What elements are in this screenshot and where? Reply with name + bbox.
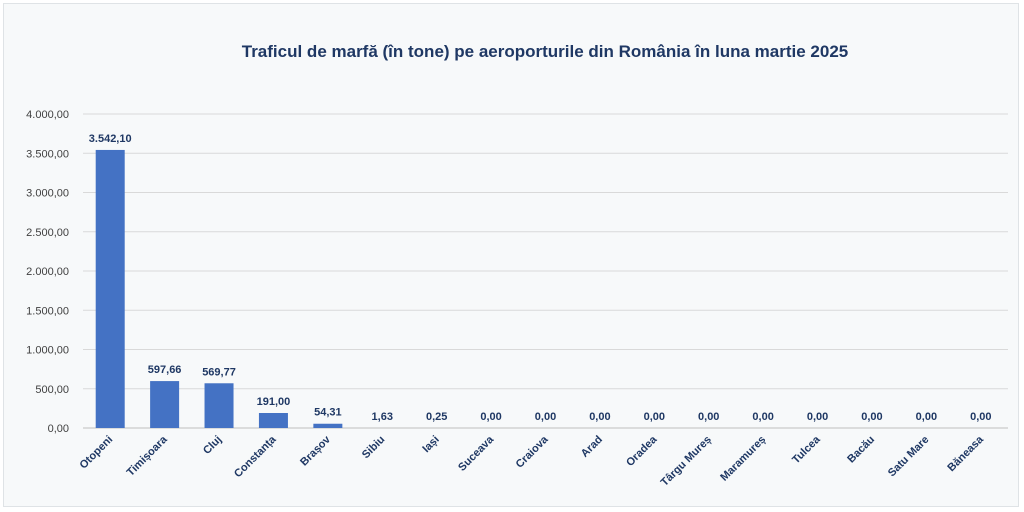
x-tick-label: Băneasa bbox=[945, 433, 986, 474]
bar bbox=[204, 383, 234, 428]
y-tick-label: 1.500,00 bbox=[26, 305, 69, 317]
x-tick-label: Oradea bbox=[624, 433, 660, 469]
bar bbox=[258, 413, 288, 428]
y-tick-label: 3.500,00 bbox=[26, 148, 69, 160]
data-labels: 3.542,10 597,66 569,77 191,00 54,31 1,63 0,25 0… bbox=[89, 133, 992, 423]
data-label: 0,00 bbox=[807, 411, 828, 423]
x-tick-label: Suceava bbox=[456, 433, 497, 474]
y-tick-label: 4.000,00 bbox=[26, 109, 69, 121]
data-label: 3.542,10 bbox=[89, 133, 132, 145]
data-label: 0,25 bbox=[426, 411, 447, 423]
grid-layer bbox=[83, 113, 1008, 429]
x-axis-ticks: Otopeni Timișoara Cluj Constanța Brașov Sibiu… bbox=[77, 433, 986, 489]
data-label: 0,00 bbox=[589, 411, 610, 423]
data-label: 0,00 bbox=[480, 411, 501, 423]
x-tick-label: Craiova bbox=[514, 433, 552, 471]
data-label: 0,00 bbox=[698, 411, 719, 423]
data-label: 0,00 bbox=[535, 411, 556, 423]
bar bbox=[313, 423, 343, 428]
x-tick-label: Arad bbox=[579, 434, 605, 460]
data-label: 0,00 bbox=[644, 411, 665, 423]
bar bbox=[95, 149, 125, 429]
bars bbox=[95, 149, 343, 429]
y-axis-ticks: 0,00 500,00 1.000,00 1.500,00 2.000,00 2.500,… bbox=[26, 109, 69, 435]
data-label: 191,00 bbox=[257, 396, 291, 408]
y-tick-label: 2.000,00 bbox=[26, 266, 69, 278]
x-tick-label: Brașov bbox=[298, 433, 333, 468]
x-tick-label: Tulcea bbox=[790, 433, 823, 466]
data-label: 0,00 bbox=[861, 411, 882, 423]
x-tick-label: Iași bbox=[420, 434, 441, 455]
y-tick-label: 500,00 bbox=[35, 384, 69, 396]
data-label: 569,77 bbox=[202, 366, 236, 378]
x-tick-label: Cluj bbox=[201, 434, 224, 457]
data-label: 597,66 bbox=[148, 364, 182, 376]
x-tick-label: Maramureș bbox=[718, 434, 768, 484]
x-tick-label: Timișoara bbox=[125, 433, 171, 479]
data-label: 0,00 bbox=[752, 411, 773, 423]
y-tick-label: 2.500,00 bbox=[26, 227, 69, 239]
x-tick-label: Otopeni bbox=[77, 434, 115, 472]
data-label: 0,00 bbox=[970, 411, 991, 423]
x-tick-label: Bacău bbox=[845, 434, 877, 466]
x-tick-label: Constanța bbox=[232, 433, 279, 480]
chart-title: Traficul de marfă (în tone) pe aeroportu… bbox=[242, 42, 848, 61]
data-label: 1,63 bbox=[372, 411, 393, 423]
data-label: 54,31 bbox=[314, 407, 342, 419]
y-tick-label: 0,00 bbox=[48, 423, 69, 435]
x-tick-label: Satu Mare bbox=[886, 434, 932, 480]
y-tick-label: 3.000,00 bbox=[26, 188, 69, 200]
data-label: 0,00 bbox=[916, 411, 937, 423]
y-tick-label: 1.000,00 bbox=[26, 345, 69, 357]
x-tick-label: Sibiu bbox=[360, 434, 387, 461]
bar bbox=[150, 381, 180, 428]
x-tick-label: Târgu Mureș bbox=[659, 434, 714, 489]
